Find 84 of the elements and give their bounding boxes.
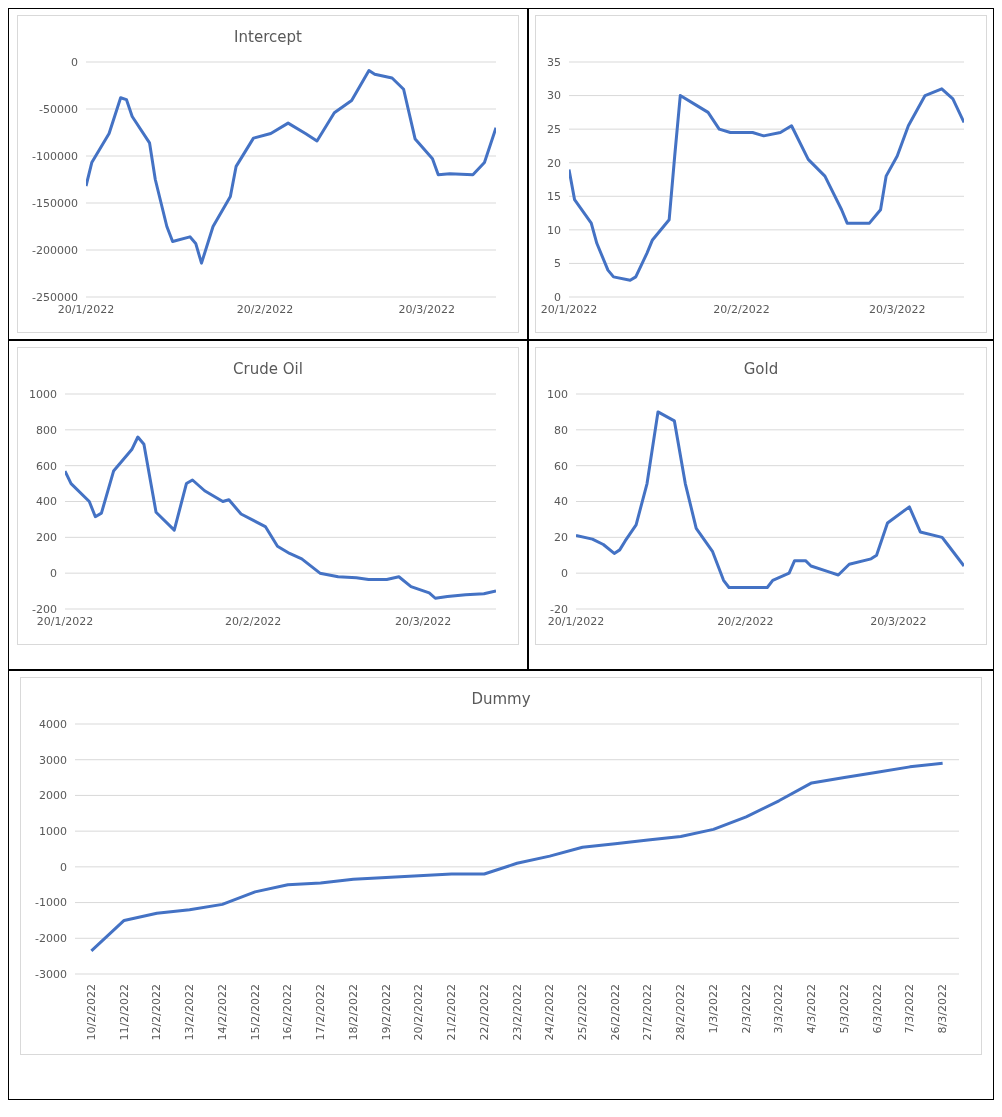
- y-tick-label: 200: [36, 531, 57, 545]
- chart-title: Gold: [742, 359, 780, 380]
- y-tick-label: 40: [554, 495, 568, 509]
- x-tick-label: 7/3/2022: [903, 984, 917, 1034]
- y-tick-label: 20: [554, 531, 568, 545]
- y-tick-label: 1000: [29, 387, 57, 401]
- y-tick-label: 3000: [39, 753, 67, 767]
- x-tick-label: 5/3/2022: [837, 984, 851, 1034]
- x-tick-label: 20/3/2022: [398, 302, 455, 316]
- y-tick-label: 5: [554, 257, 561, 271]
- y-tick-label: -200: [32, 602, 57, 616]
- x-tick-label: 21/2/2022: [445, 984, 459, 1041]
- line-series: [86, 68, 496, 265]
- x-tick-label: 25/2/2022: [575, 984, 589, 1041]
- y-tick-label: 80: [554, 423, 568, 437]
- y-tick-label: 0: [60, 860, 67, 874]
- y-tick-label: -250000: [32, 290, 78, 304]
- x-tick-label: 20/2/2022: [224, 614, 282, 628]
- y-tick-label: 15: [547, 190, 561, 204]
- x-tick-label: 12/2/2022: [150, 984, 164, 1041]
- x-tick-label: 10/2/2022: [84, 984, 98, 1041]
- y-tick-label: 100: [547, 387, 568, 401]
- x-tick-label: 28/2/2022: [674, 984, 688, 1041]
- y-tick-label: -2000: [35, 932, 67, 946]
- chart-title: Intercept: [233, 27, 303, 48]
- x-tick-label: 20/2/2022: [713, 302, 770, 316]
- x-tick-label: 20/1/2022: [540, 302, 598, 316]
- x-tick-label: 24/2/2022: [543, 984, 557, 1041]
- x-tick-label: 8/3/2022: [936, 984, 950, 1034]
- y-tick-label: 400: [36, 495, 57, 509]
- y-tick-label: -150000: [32, 196, 78, 210]
- y-tick-label: 4000: [39, 717, 67, 731]
- x-tick-label: 22/2/2022: [477, 984, 491, 1041]
- x-tick-label: 15/2/2022: [248, 984, 262, 1041]
- x-tick-label: 1/3/2022: [706, 984, 720, 1034]
- x-tick-label: 20/3/2022: [394, 614, 452, 628]
- x-tick-label: 13/2/2022: [183, 984, 197, 1041]
- x-tick-label: 20/2/2022: [236, 302, 294, 316]
- x-tick-label: 20/3/2022: [869, 302, 926, 316]
- x-tick-label: 3/3/2022: [772, 984, 786, 1034]
- y-tick-label: -200000: [32, 243, 78, 257]
- y-tick-label: 20: [547, 156, 561, 170]
- y-tick-label: 25: [547, 123, 561, 137]
- x-tick-label: 20/1/2022: [57, 302, 115, 316]
- x-tick-label: 16/2/2022: [281, 984, 295, 1041]
- y-tick-label: 2000: [39, 789, 67, 803]
- line-series: [576, 410, 964, 589]
- x-tick-label: 20/2/2022: [717, 614, 774, 628]
- y-tick-label: 0: [554, 290, 561, 304]
- y-tick-label: 35: [547, 55, 561, 69]
- chart-title: Crude Oil: [232, 359, 304, 380]
- x-tick-label: 20/1/2022: [36, 614, 94, 628]
- y-tick-label: 0: [561, 567, 568, 581]
- x-tick-label: 17/2/2022: [314, 984, 328, 1041]
- line-series: [65, 435, 496, 600]
- y-tick-label: 0: [71, 55, 78, 69]
- y-tick-label: 800: [36, 423, 57, 437]
- x-tick-label: 19/2/2022: [379, 984, 393, 1041]
- x-tick-label: 23/2/2022: [510, 984, 524, 1041]
- x-tick-label: 11/2/2022: [117, 984, 131, 1041]
- y-tick-label: 600: [36, 459, 57, 473]
- chart-title: Dummy: [470, 689, 532, 710]
- y-tick-label: -100000: [32, 149, 78, 163]
- x-tick-label: 18/2/2022: [346, 984, 360, 1041]
- y-tick-label: 30: [547, 89, 561, 103]
- line-series: [89, 761, 945, 953]
- x-tick-label: 27/2/2022: [641, 984, 655, 1041]
- line-series: [569, 87, 964, 282]
- x-tick-label: 4/3/2022: [805, 984, 819, 1034]
- x-tick-label: 6/3/2022: [870, 984, 884, 1034]
- y-tick-label: 1000: [39, 825, 67, 839]
- x-tick-label: 26/2/2022: [608, 984, 622, 1041]
- y-tick-label: -1000: [35, 896, 67, 910]
- x-tick-label: 2/3/2022: [739, 984, 753, 1034]
- y-tick-label: -50000: [39, 102, 78, 116]
- y-tick-label: 10: [547, 223, 561, 237]
- y-tick-label: -3000: [35, 967, 67, 981]
- y-tick-label: 60: [554, 459, 568, 473]
- y-tick-label: 0: [50, 567, 57, 581]
- x-tick-label: 20/3/2022: [870, 614, 927, 628]
- x-tick-label: 20/2/2022: [412, 984, 426, 1041]
- y-tick-label: -20: [550, 602, 568, 616]
- x-tick-label: 14/2/2022: [215, 984, 229, 1041]
- x-tick-label: 20/1/2022: [547, 614, 605, 628]
